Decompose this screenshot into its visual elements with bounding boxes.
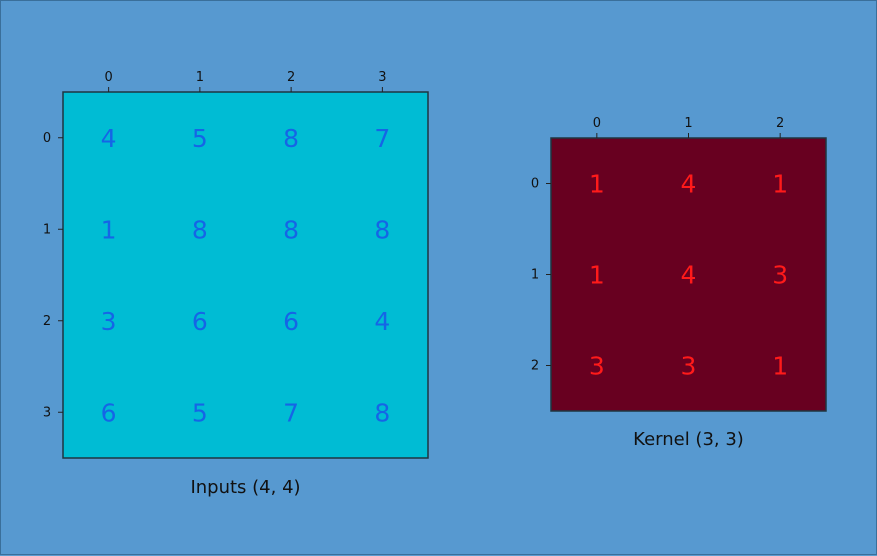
- kernel-cell-value: 1: [589, 170, 605, 199]
- inputs-y-tick-label: 2: [43, 314, 51, 329]
- kernel-heatmap: 0 1 2 0 1 2 1 4 1 1 4 3 3 3 1 Kernel (3, 3): [531, 116, 827, 450]
- kernel-cell-value: 4: [681, 261, 697, 290]
- inputs-cell-value: 4: [101, 124, 117, 153]
- inputs-cell-values: 4 5 8 7 1 8 8 8 3 6 6 4 6 5 7 8: [101, 124, 391, 428]
- inputs-x-tick-label: 0: [104, 70, 112, 85]
- kernel-cell-value: 4: [681, 170, 697, 199]
- inputs-y-tick-label: 1: [43, 222, 51, 237]
- kernel-y-tick-label: 1: [531, 268, 539, 283]
- inputs-cell-value: 8: [374, 398, 390, 427]
- kernel-cell-value: 3: [772, 261, 788, 290]
- kernel-x-tick-label: 2: [776, 116, 784, 131]
- inputs-cell-value: 3: [101, 307, 117, 336]
- inputs-y-axis: 0 1 2 3: [43, 131, 63, 420]
- inputs-cell-value: 6: [101, 398, 117, 427]
- kernel-cell-value: 1: [772, 352, 788, 381]
- kernel-x-tick-label: 0: [593, 116, 601, 131]
- kernel-y-tick-label: 0: [531, 177, 539, 192]
- inputs-cell-value: 1: [101, 215, 117, 244]
- inputs-cell-value: 4: [374, 307, 390, 336]
- inputs-y-tick-label: 0: [43, 131, 51, 146]
- inputs-caption: Inputs (4, 4): [190, 477, 300, 498]
- inputs-cell-value: 8: [283, 215, 299, 244]
- kernel-cell-value: 3: [589, 352, 605, 381]
- kernel-cell-values: 1 4 1 1 4 3 3 3 1: [589, 170, 788, 381]
- inputs-x-tick-label: 3: [378, 70, 386, 85]
- inputs-heatmap-frame: [62, 91, 429, 459]
- kernel-y-tick-label: 2: [531, 359, 539, 374]
- inputs-x-tick-label: 1: [196, 70, 204, 85]
- inputs-cell-value: 8: [192, 215, 208, 244]
- inputs-x-tick-label: 2: [287, 70, 295, 85]
- inputs-heatmap: 0 1 2 3 0 1 2 3 4 5 8 7 1 8 8 8 3 6 6 4 6 5 7 8 Inputs (4, 4): [43, 70, 429, 498]
- kernel-cell-value: 3: [681, 352, 697, 381]
- kernel-cell-value: 1: [589, 261, 605, 290]
- inputs-cell-value: 5: [192, 124, 208, 153]
- inputs-cell-value: 8: [283, 124, 299, 153]
- kernel-x-tick-label: 1: [684, 116, 692, 131]
- kernel-cell-value: 1: [772, 170, 788, 199]
- inputs-x-axis: 0 1 2 3: [104, 70, 387, 92]
- inputs-cell-value: 8: [374, 215, 390, 244]
- inputs-y-tick-label: 3: [43, 405, 51, 420]
- kernel-caption: Kernel (3, 3): [633, 429, 744, 450]
- inputs-cell-value: 6: [192, 307, 208, 336]
- kernel-y-axis: 0 1 2: [531, 177, 551, 374]
- kernel-x-axis: 0 1 2: [593, 116, 784, 138]
- inputs-cell-value: 7: [374, 124, 390, 153]
- inputs-cell-value: 5: [192, 398, 208, 427]
- inputs-cell-value: 6: [283, 307, 299, 336]
- inputs-cell-value: 7: [283, 398, 299, 427]
